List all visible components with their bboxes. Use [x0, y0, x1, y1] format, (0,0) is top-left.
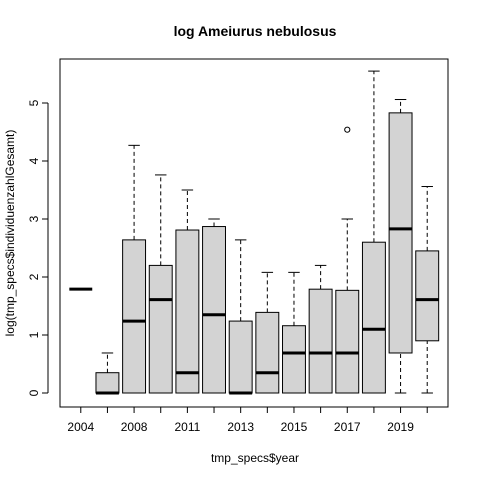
x-tick-label: 2019: [387, 420, 414, 434]
box-iqr: [308, 288, 333, 394]
y-tick-label: 2: [27, 273, 41, 280]
box-2014: [255, 271, 280, 394]
box-iqr: [415, 250, 440, 342]
x-tick-label: 2017: [334, 420, 361, 434]
y-axis: 0 1 2 3 4 5: [27, 99, 49, 396]
y-tick-label: 1: [27, 331, 41, 338]
y-tick-label: 3: [27, 215, 41, 222]
box-iqr: [122, 239, 147, 394]
box-iqr: [148, 264, 173, 394]
x-tick-label: 2013: [227, 420, 254, 434]
box-2016: [308, 264, 333, 394]
box-2006: [95, 352, 120, 395]
box-iqr: [202, 226, 226, 394]
chart-title: log Ameiurus nebulosus: [174, 23, 337, 39]
box-2009: [148, 174, 173, 394]
x-tick-label: 2015: [281, 420, 308, 434]
boxes-group: [69, 70, 440, 395]
x-tick-label: 2011: [174, 420, 200, 434]
box-iqr: [282, 325, 306, 394]
box-2017: [335, 126, 360, 394]
x-tick-label: 2004: [67, 420, 94, 434]
box-2019: [388, 99, 413, 394]
box-iqr: [255, 311, 280, 394]
x-axis-label: tmp_specs$year: [211, 451, 299, 465]
box-2012: [202, 218, 226, 394]
y-axis-label: log(tmp_specs$individuenzahlGesamt): [3, 130, 17, 337]
box-2015: [282, 271, 306, 394]
box-2008: [122, 144, 147, 394]
box-2020: [415, 186, 440, 394]
box-iqr: [335, 289, 360, 394]
x-tick-label: 2008: [121, 420, 148, 434]
box-2011: [175, 189, 200, 394]
y-tick-label: 4: [27, 157, 41, 164]
box-iqr: [95, 372, 120, 394]
box-2013: [228, 239, 253, 395]
y-tick-label: 5: [27, 99, 41, 106]
outlier-point: [344, 126, 351, 133]
box-iqr: [361, 241, 386, 394]
box-iqr: [175, 229, 200, 394]
x-axis: 2004 2008 2011 2013 2015 2017 2019: [67, 406, 428, 434]
y-tick-label: 0: [27, 389, 41, 396]
box-iqr: [388, 112, 413, 354]
box-2018: [361, 70, 386, 394]
box-iqr: [228, 320, 253, 394]
